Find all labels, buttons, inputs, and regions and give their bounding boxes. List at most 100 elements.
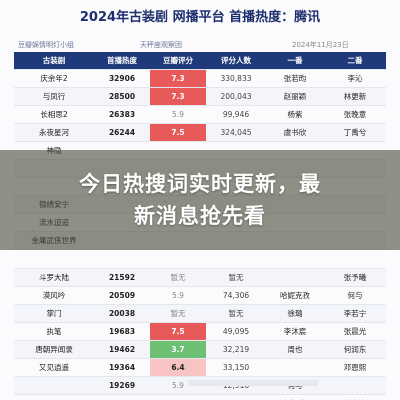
table-row: 又见逍遥 19364 6.4 33,150 邓恩熙 — [14, 358, 386, 378]
table-cell-count: 324,045 — [206, 123, 266, 142]
table-cell-heat: 26383 — [94, 105, 150, 124]
table-cell-heat — [94, 394, 150, 400]
table-cell-rating: 7.5 — [150, 322, 206, 341]
table-cell-lead1: 周也 — [266, 340, 324, 360]
table-cell-name: 又见逍遥 — [14, 358, 94, 378]
table-row: 唐朝异闻录 19462 3.7 32,219 周也 何润东 — [14, 340, 386, 360]
table-cell-count: 74,306 — [206, 286, 266, 305]
table-cell-name: 执笔 — [14, 322, 94, 341]
table-cell-lead1 — [266, 358, 324, 378]
table-cell-rating: 暂无 — [150, 304, 206, 323]
banner-headline: 今日热搜词实时更新，最 新消息抢先看 — [0, 168, 400, 232]
table-cell-rating: 暂无 — [150, 268, 206, 287]
table-row: 掌门 20038 暂无 暂无 徐璐 李若宁 — [14, 304, 386, 323]
table-header-row: 古装剧 首播热度 豆瓣评分 评分人数 一番 二番 — [14, 52, 386, 70]
table-cell-lead1 — [266, 268, 324, 287]
table-row — [14, 249, 386, 269]
table-cell-name: 庆余年2 — [14, 69, 94, 88]
table-cell-lead2: 邓恩熙 — [324, 358, 386, 378]
table-cell-count: 330,833 — [206, 69, 266, 88]
table-row: 与凤行 28500 7.3 200,043 赵丽颖 林更新 — [14, 87, 386, 106]
table-cell-heat: 21592 — [94, 268, 150, 287]
table-cell-heat: 19364 — [94, 358, 150, 378]
table-cell-heat: 28500 — [94, 87, 150, 106]
table-cell-rating — [150, 249, 206, 269]
table-cell-heat — [94, 249, 150, 269]
table-cell-heat: 19269 — [94, 376, 150, 396]
table-cell-heat: 19462 — [94, 340, 150, 360]
watermark-bar — [188, 380, 318, 386]
table-cell-heat: 20509 — [94, 286, 150, 305]
column-header: 二番 — [324, 52, 386, 70]
table-row: 执笔 19683 7.5 49,095 李沐宸 张晨光 — [14, 322, 386, 341]
table-cell-lead1: 哈妮克孜 — [266, 286, 324, 305]
table-cell-lead2 — [324, 249, 386, 269]
table-cell-rating: 6.4 — [150, 358, 206, 378]
table-cell-count — [206, 394, 266, 400]
column-header: 豆瓣评分 — [150, 52, 206, 70]
overlay-banner — [0, 150, 400, 250]
date-label: 2024年11月23日 — [292, 41, 349, 49]
table-cell-lead1: 虞书欣 — [266, 123, 324, 142]
table-cell-count: 49,095 — [206, 322, 266, 341]
table-cell-rating: 5.9 — [150, 286, 206, 305]
table-cell-rating: 3.7 — [150, 340, 206, 360]
table-cell-count: 200,043 — [206, 87, 266, 106]
table-cell-name: 漠风吟 — [14, 286, 94, 305]
table-cell-name: 长相思2 — [14, 105, 94, 124]
table-cell-lead2: 李若宁 — [324, 304, 386, 323]
table-cell-lead2: 张予曦 — [324, 268, 386, 287]
table-cell-rating — [150, 394, 206, 400]
table-row: 杨旭文刘宇宁 — [14, 394, 386, 400]
table-cell-lead2: 何润东 — [324, 340, 386, 360]
table-cell-lead2: 林更新 — [324, 87, 386, 106]
table-cell-heat: 20038 — [94, 304, 150, 323]
table-row: 斗罗大陆 21592 暂无 暂无 张予曦 — [14, 268, 386, 287]
table-cell-count — [206, 249, 266, 269]
table-cell-name — [14, 376, 94, 396]
table-cell-heat: 26244 — [94, 123, 150, 142]
source-label-mid: 天秤座观察团 — [140, 41, 182, 49]
table-cell-lead2: 李沁 — [324, 69, 386, 88]
table-cell-name: 斗罗大陆 — [14, 268, 94, 287]
table-cell-name — [14, 249, 94, 269]
column-header: 古装剧 — [14, 52, 94, 70]
table-row: 永夜星河 26244 7.5 324,045 虞书欣 丁禹兮 — [14, 123, 386, 142]
table-cell-count: 33,150 — [206, 358, 266, 378]
table-cell-lead2: 丁禹兮 — [324, 123, 386, 142]
table-cell-lead2: 刘宇宁 — [324, 394, 386, 400]
table-cell-lead1: 张若昀 — [266, 69, 324, 88]
column-header: 首播热度 — [94, 52, 150, 70]
table-cell-count: 99,946 — [206, 105, 266, 124]
table-cell-rating: 7.3 — [150, 87, 206, 106]
table-cell-lead1: 李沐宸 — [266, 322, 324, 341]
table-row: 庆余年2 32906 7.3 330,833 张若昀 李沁 — [14, 69, 386, 88]
source-label: 豆瓣娱情明灯小组 — [18, 41, 74, 49]
table-cell-name: 与凤行 — [14, 87, 94, 106]
table-cell-rating: 7.5 — [150, 123, 206, 142]
table-row: 长相思2 26383 5.9 99,946 杨紫 张晚意 — [14, 105, 386, 124]
table-cell-heat: 19683 — [94, 322, 150, 341]
banner-line: 今日热搜词实时更新，最 — [79, 172, 321, 196]
table-cell-name: 永夜星河 — [14, 123, 94, 142]
table-cell-count: 暂无 — [206, 268, 266, 287]
table-row: 漠风吟 20509 5.9 74,306 哈妮克孜 何与 — [14, 286, 386, 305]
table-cell-lead2: 何与 — [324, 286, 386, 305]
table-cell-lead2: 张晨光 — [324, 322, 386, 341]
table-cell-name — [14, 394, 94, 400]
table-cell-lead2 — [324, 376, 386, 396]
column-header: 一番 — [266, 52, 324, 70]
table-cell-lead1: 赵丽颖 — [266, 87, 324, 106]
table-cell-rating: 7.3 — [150, 69, 206, 88]
table-cell-name: 唐朝异闻录 — [14, 340, 94, 360]
banner-line: 新消息抢先看 — [134, 204, 266, 228]
table-cell-lead1: 杨紫 — [266, 105, 324, 124]
table-cell-count: 暂无 — [206, 304, 266, 323]
table-cell-lead1 — [266, 249, 324, 269]
table-cell-heat: 32906 — [94, 69, 150, 88]
table-cell-count: 32,219 — [206, 340, 266, 360]
table-cell-lead1: 杨旭文 — [266, 394, 324, 400]
table-cell-lead1: 徐璐 — [266, 304, 324, 323]
document-title: 2024年古装剧 网播平台 首播热度：腾讯 — [79, 10, 321, 25]
table-cell-name: 掌门 — [14, 304, 94, 323]
